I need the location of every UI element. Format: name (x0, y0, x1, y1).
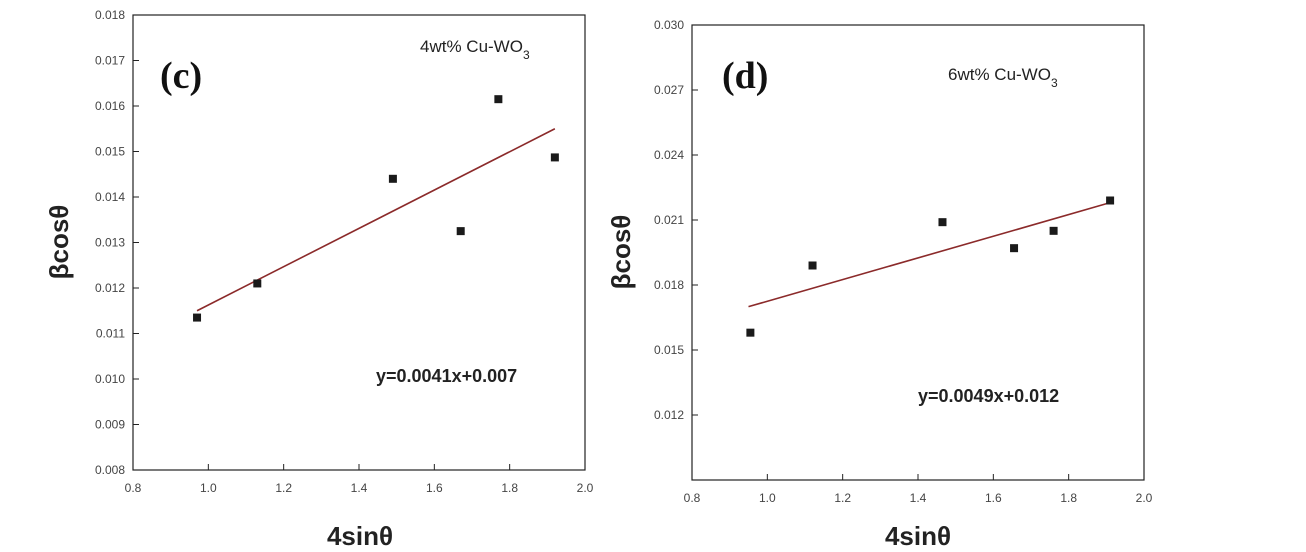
data-point (550, 153, 559, 162)
data-point (938, 218, 947, 227)
y-tick-label: 0.014 (95, 190, 125, 204)
fit-line (748, 201, 1111, 308)
x-tick-label: 1.4 (910, 491, 927, 505)
data-point (388, 174, 397, 183)
x-tick-label: 1.6 (426, 481, 443, 495)
x-tick-label: 1.2 (834, 491, 851, 505)
x-tick-label: 1.8 (501, 481, 518, 495)
x-axis-ticks: 0.8 1.0 1.2 1.4 1.6 1.8 2.0 (125, 464, 594, 495)
fit-equation: y=0.0049x+0.012 (918, 386, 1059, 406)
data-point (193, 313, 202, 322)
y-tick-label: 0.021 (654, 213, 684, 227)
panel-c: 0.008 0.009 0.010 0.011 0.012 0.013 0.014 0.015… (44, 8, 594, 551)
data-points (746, 196, 1115, 337)
x-tick-label: 1.6 (985, 491, 1002, 505)
x-tick-label: 1.2 (275, 481, 292, 495)
fit-line (196, 128, 556, 312)
sample-label: 4wt% Cu-WO3 (420, 37, 530, 62)
x-tick-label: 0.8 (684, 491, 701, 505)
data-point (456, 227, 465, 236)
x-tick-label: 0.8 (125, 481, 142, 495)
y-tick-label: 0.012 (654, 408, 684, 422)
y-axis-ticks: 0.008 0.009 0.010 0.011 0.012 0.013 0.014 0.015… (95, 8, 139, 477)
y-tick-label: 0.012 (95, 281, 125, 295)
data-point (494, 95, 503, 104)
y-tick-label: 0.027 (654, 83, 684, 97)
y-tick-label: 0.024 (654, 148, 684, 162)
x-tick-label: 1.0 (200, 481, 217, 495)
y-tick-label: 0.009 (95, 418, 125, 432)
data-point (253, 279, 262, 288)
x-axis-label: 4sinθ (885, 521, 951, 551)
y-axis-label: βcosθ (44, 205, 74, 280)
y-tick-label: 0.011 (96, 327, 125, 341)
y-tick-label: 0.030 (654, 18, 684, 32)
y-tick-label: 0.015 (654, 343, 684, 357)
data-point (1010, 244, 1019, 253)
panel-label: (c) (160, 55, 202, 97)
data-point (1049, 226, 1058, 235)
y-tick-label: 0.013 (95, 236, 125, 250)
x-axis-ticks: 0.8 1.0 1.2 1.4 1.6 1.8 2.0 (684, 474, 1153, 505)
x-tick-label: 1.8 (1060, 491, 1077, 505)
fit-equation: y=0.0041x+0.007 (376, 366, 517, 386)
x-tick-label: 1.4 (351, 481, 368, 495)
y-tick-label: 0.017 (95, 54, 125, 68)
y-tick-label: 0.010 (95, 372, 125, 386)
sample-label: 6wt% Cu-WO3 (948, 65, 1058, 90)
y-tick-label: 0.008 (95, 463, 125, 477)
x-axis-label: 4sinθ (327, 521, 393, 551)
y-tick-label: 0.018 (95, 8, 125, 22)
data-points (193, 95, 559, 322)
y-tick-label: 0.018 (654, 278, 684, 292)
x-tick-label: 2.0 (1136, 491, 1153, 505)
x-tick-label: 1.0 (759, 491, 776, 505)
y-axis-ticks: 0.012 0.015 0.018 0.021 0.024 0.027 0.030 (654, 18, 698, 422)
data-point (1106, 196, 1115, 205)
panel-label: (d) (722, 55, 768, 97)
data-point (746, 328, 755, 337)
y-axis-label: βcosθ (606, 215, 636, 290)
panel-d: 0.012 0.015 0.018 0.021 0.024 0.027 0.030 0.8 1… (606, 18, 1153, 551)
x-tick-label: 2.0 (577, 481, 594, 495)
y-tick-label: 0.016 (95, 99, 125, 113)
data-point (808, 261, 817, 270)
y-tick-label: 0.015 (95, 145, 125, 159)
